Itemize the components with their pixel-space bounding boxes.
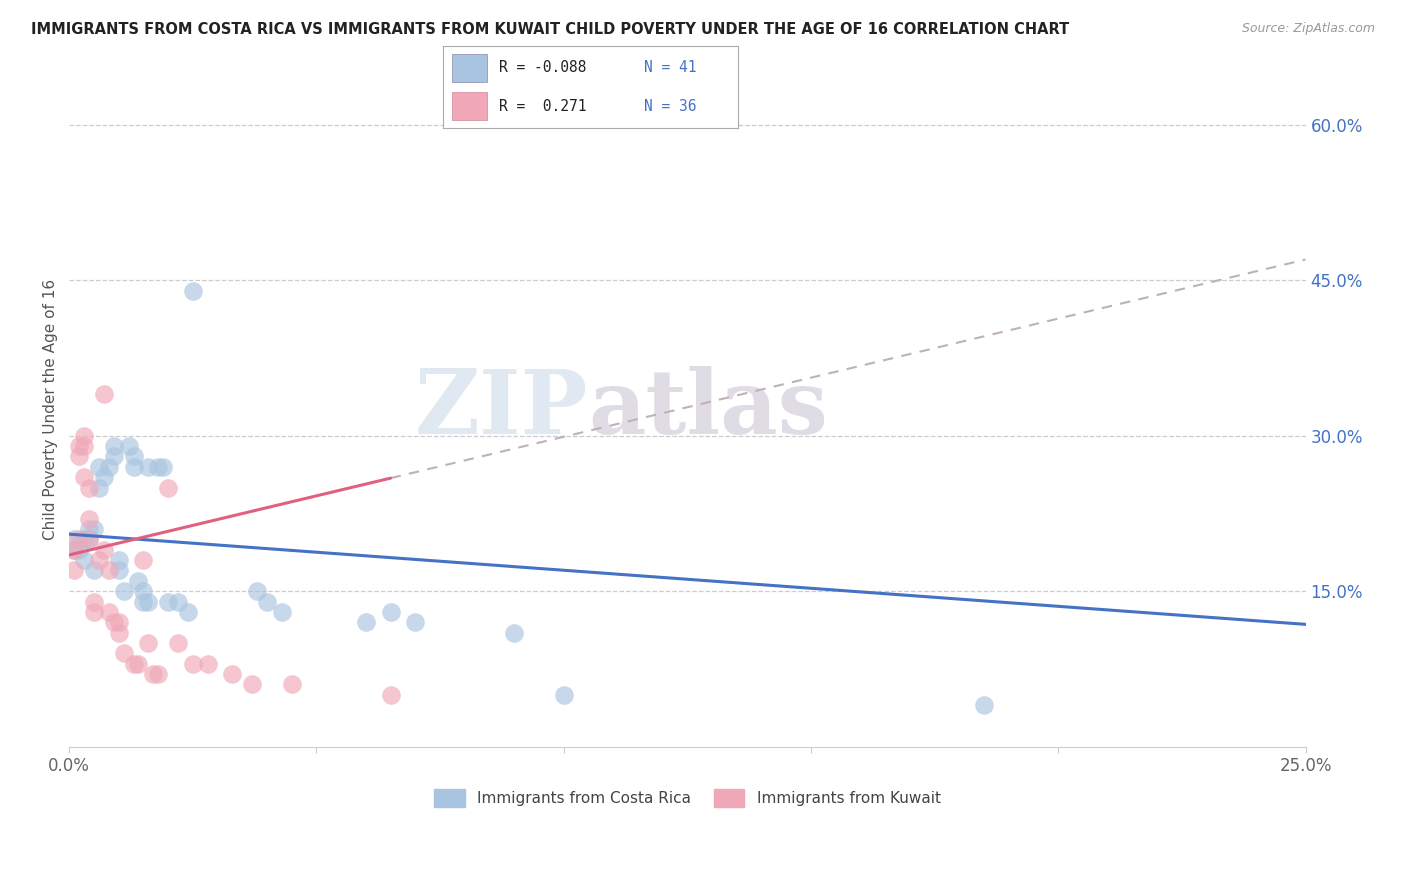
Text: ZIP: ZIP (415, 367, 589, 453)
FancyBboxPatch shape (451, 93, 486, 120)
Point (73, 553, 96, 567)
Point (67, 450, 90, 464)
Point (138, 459, 160, 474)
Point (503, 625, 526, 640)
Point (103, 615, 125, 630)
Point (380, 688, 402, 702)
Point (148, 667, 170, 681)
Point (197, 657, 219, 671)
Point (138, 594, 160, 608)
Point (87, 481, 110, 495)
Point (63, 542, 86, 557)
Point (83, 564, 105, 578)
Point (107, 615, 129, 630)
Point (93, 387, 115, 401)
Point (93, 542, 115, 557)
Point (63, 542, 86, 557)
Text: N = 36: N = 36 (644, 99, 696, 114)
Point (380, 605, 402, 619)
Point (77, 511, 100, 525)
Point (83, 522, 105, 536)
Point (73, 439, 96, 453)
Point (167, 594, 190, 608)
Point (93, 470, 115, 484)
Point (67, 439, 90, 453)
Point (103, 439, 125, 453)
Point (97, 564, 120, 578)
Point (63, 533, 86, 547)
Point (148, 459, 170, 474)
Point (157, 594, 180, 608)
Point (132, 594, 155, 608)
Point (67, 542, 90, 557)
Point (67, 533, 90, 547)
Point (122, 459, 145, 474)
Text: Source: ZipAtlas.com: Source: ZipAtlas.com (1241, 22, 1375, 36)
Point (246, 584, 269, 599)
Point (122, 657, 145, 671)
Point (112, 646, 135, 660)
Point (87, 459, 110, 474)
Point (77, 533, 100, 547)
Point (117, 439, 139, 453)
Point (73, 428, 96, 442)
Point (122, 450, 145, 464)
Point (97, 459, 120, 474)
Point (281, 677, 304, 691)
Point (553, 688, 575, 702)
Point (354, 615, 377, 630)
Point (167, 636, 190, 650)
Point (77, 533, 100, 547)
Point (240, 677, 263, 691)
Text: N = 41: N = 41 (644, 61, 696, 75)
Point (77, 481, 100, 495)
Point (132, 584, 155, 599)
Point (177, 605, 200, 619)
Text: R =  0.271: R = 0.271 (499, 99, 586, 114)
FancyBboxPatch shape (451, 54, 486, 82)
Legend: Immigrants from Costa Rica, Immigrants from Kuwait: Immigrants from Costa Rica, Immigrants f… (427, 783, 946, 814)
Text: atlas: atlas (589, 367, 828, 453)
Text: R = -0.088: R = -0.088 (499, 61, 586, 75)
Point (83, 594, 105, 608)
Point (221, 667, 243, 681)
Y-axis label: Child Poverty Under the Age of 16: Child Poverty Under the Age of 16 (44, 279, 58, 541)
Point (256, 594, 278, 608)
Point (103, 450, 125, 464)
Point (83, 605, 105, 619)
Point (127, 657, 149, 671)
Point (157, 481, 180, 495)
Point (138, 636, 160, 650)
Point (73, 470, 96, 484)
Point (107, 564, 129, 578)
Text: IMMIGRANTS FROM COSTA RICA VS IMMIGRANTS FROM KUWAIT CHILD POVERTY UNDER THE AGE: IMMIGRANTS FROM COSTA RICA VS IMMIGRANTS… (31, 22, 1069, 37)
Point (107, 553, 129, 567)
Point (77, 522, 100, 536)
Point (973, 698, 995, 713)
Point (181, 284, 204, 298)
Point (87, 553, 110, 567)
Point (97, 605, 120, 619)
Point (112, 584, 135, 599)
Point (107, 625, 129, 640)
Point (181, 657, 204, 671)
Point (73, 533, 96, 547)
Point (142, 667, 165, 681)
Point (132, 553, 155, 567)
Point (152, 459, 174, 474)
Point (404, 615, 426, 630)
Point (63, 564, 86, 578)
Point (127, 574, 149, 588)
Point (270, 605, 292, 619)
